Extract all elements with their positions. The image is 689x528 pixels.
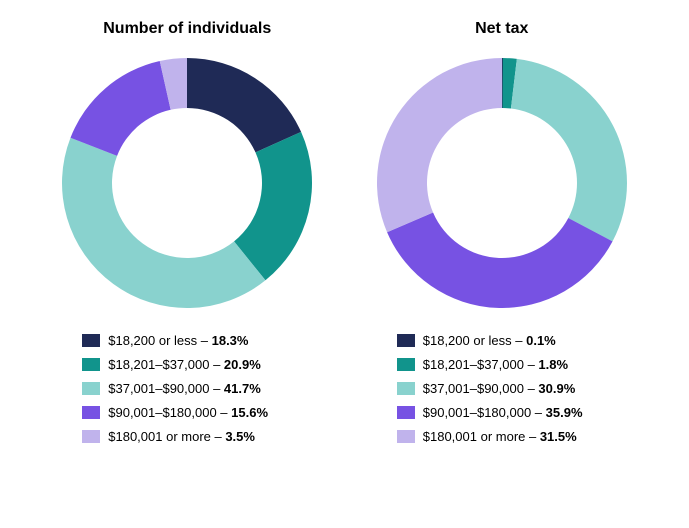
legend-row: $18,200 or less – 0.1% bbox=[397, 333, 583, 348]
legend-label: $180,001 or more – 31.5% bbox=[423, 429, 577, 444]
legend-label: $18,201–$37,000 – 20.9% bbox=[108, 357, 261, 372]
legend-swatch bbox=[82, 406, 100, 419]
legend-label: $180,001 or more – 3.5% bbox=[108, 429, 255, 444]
legend-swatch bbox=[397, 430, 415, 443]
charts-container: Number of individuals $18,200 or less – … bbox=[0, 0, 689, 463]
chart-title: Net tax bbox=[475, 20, 528, 38]
legend-swatch bbox=[82, 430, 100, 443]
donut-chart-nettax bbox=[377, 58, 627, 308]
legend-row: $90,001–$180,000 – 35.9% bbox=[397, 405, 583, 420]
donut-slice bbox=[511, 59, 627, 241]
legend-row: $180,001 or more – 31.5% bbox=[397, 429, 583, 444]
donut-slice bbox=[71, 61, 171, 156]
legend-swatch bbox=[82, 358, 100, 371]
legend-label: $18,200 or less – 0.1% bbox=[423, 333, 556, 348]
legend-label: $18,200 or less – 18.3% bbox=[108, 333, 248, 348]
legend-label: $90,001–$180,000 – 15.6% bbox=[108, 405, 268, 420]
donut-chart-individuals bbox=[62, 58, 312, 308]
legend-swatch bbox=[397, 382, 415, 395]
chart-title: Number of individuals bbox=[103, 20, 271, 38]
panel-individuals: Number of individuals $18,200 or less – … bbox=[37, 20, 337, 453]
legend-swatch bbox=[82, 334, 100, 347]
donut-slice bbox=[62, 138, 265, 308]
legend-row: $18,201–$37,000 – 1.8% bbox=[397, 357, 583, 372]
legend-row: $37,001–$90,000 – 41.7% bbox=[82, 381, 268, 396]
legend-swatch bbox=[82, 382, 100, 395]
legend-row: $18,200 or less – 18.3% bbox=[82, 333, 268, 348]
legend-row: $18,201–$37,000 – 20.9% bbox=[82, 357, 268, 372]
legend-label: $37,001–$90,000 – 41.7% bbox=[108, 381, 261, 396]
legend-row: $180,001 or more – 3.5% bbox=[82, 429, 268, 444]
legend-swatch bbox=[397, 406, 415, 419]
donut-slice bbox=[377, 58, 502, 232]
legend-swatch bbox=[397, 334, 415, 347]
legend-individuals: $18,200 or less – 18.3% $18,201–$37,000 –… bbox=[37, 333, 268, 453]
legend-label: $90,001–$180,000 – 35.9% bbox=[423, 405, 583, 420]
donut-slice bbox=[387, 213, 612, 308]
legend-swatch bbox=[397, 358, 415, 371]
legend-label: $37,001–$90,000 – 30.9% bbox=[423, 381, 576, 396]
legend-nettax: $18,200 or less – 0.1% $18,201–$37,000 – … bbox=[352, 333, 583, 453]
legend-row: $90,001–$180,000 – 15.6% bbox=[82, 405, 268, 420]
donut-slice bbox=[187, 58, 301, 152]
legend-label: $18,201–$37,000 – 1.8% bbox=[423, 357, 568, 372]
legend-row: $37,001–$90,000 – 30.9% bbox=[397, 381, 583, 396]
panel-nettax: Net tax $18,200 or less – 0.1% $18,201–$3… bbox=[352, 20, 652, 453]
